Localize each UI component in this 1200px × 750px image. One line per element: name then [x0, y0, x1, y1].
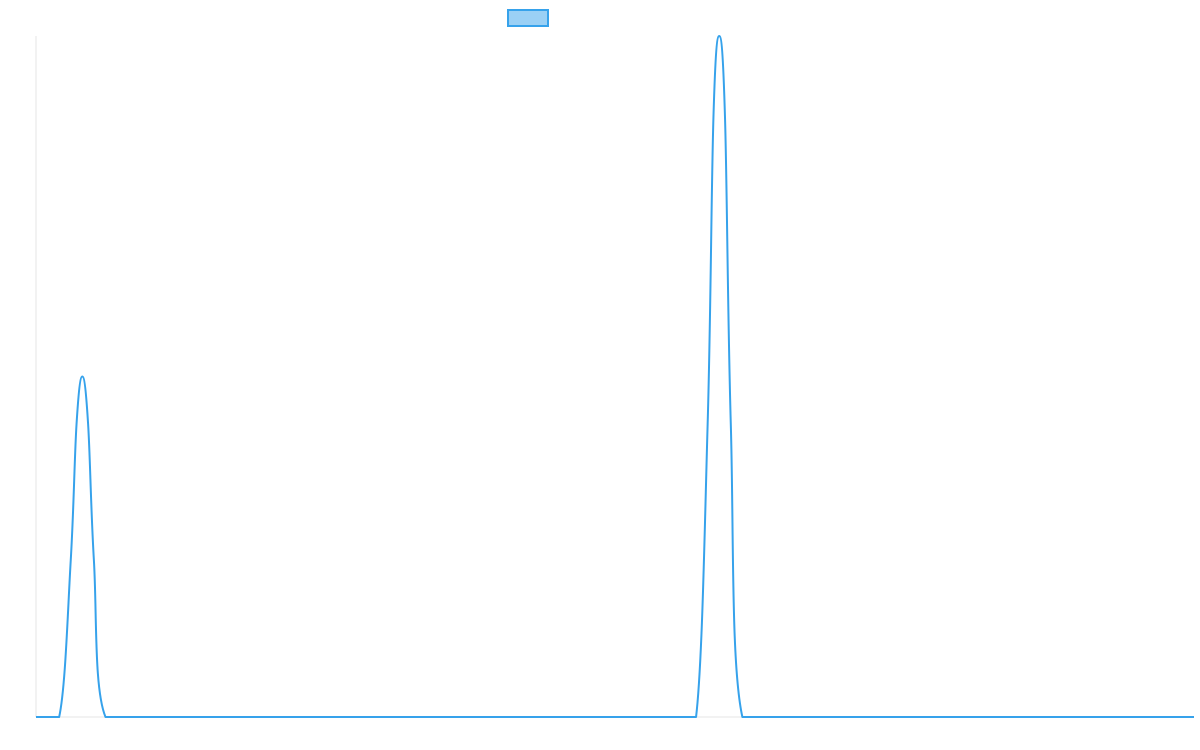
series-line-0[interactable] [35, 35, 1194, 719]
series-layer [35, 35, 1194, 719]
legend[interactable] [507, 9, 549, 27]
legend-swatch-0[interactable] [507, 9, 549, 27]
